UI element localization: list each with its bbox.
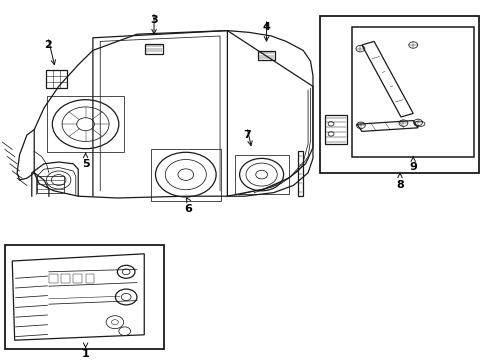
Bar <box>5 245 163 349</box>
Text: 5: 5 <box>81 159 89 169</box>
Text: 9: 9 <box>408 162 416 172</box>
Bar <box>320 16 478 173</box>
Bar <box>144 44 163 54</box>
Bar <box>351 27 473 157</box>
Text: 2: 2 <box>44 40 52 50</box>
Text: 4: 4 <box>262 22 270 32</box>
Bar <box>298 151 303 196</box>
Bar <box>234 155 288 194</box>
Bar <box>325 115 346 144</box>
Text: 7: 7 <box>243 130 250 140</box>
Bar <box>37 176 63 193</box>
Text: 8: 8 <box>395 180 403 190</box>
Bar <box>61 274 70 283</box>
Bar <box>150 149 221 201</box>
Bar <box>49 274 58 283</box>
Text: 3: 3 <box>150 15 158 25</box>
Bar <box>73 274 82 283</box>
Text: 1: 1 <box>81 348 89 359</box>
Bar <box>85 274 94 283</box>
Bar <box>258 51 274 60</box>
Bar <box>46 70 66 88</box>
Bar <box>47 96 123 152</box>
Text: 6: 6 <box>184 204 192 214</box>
